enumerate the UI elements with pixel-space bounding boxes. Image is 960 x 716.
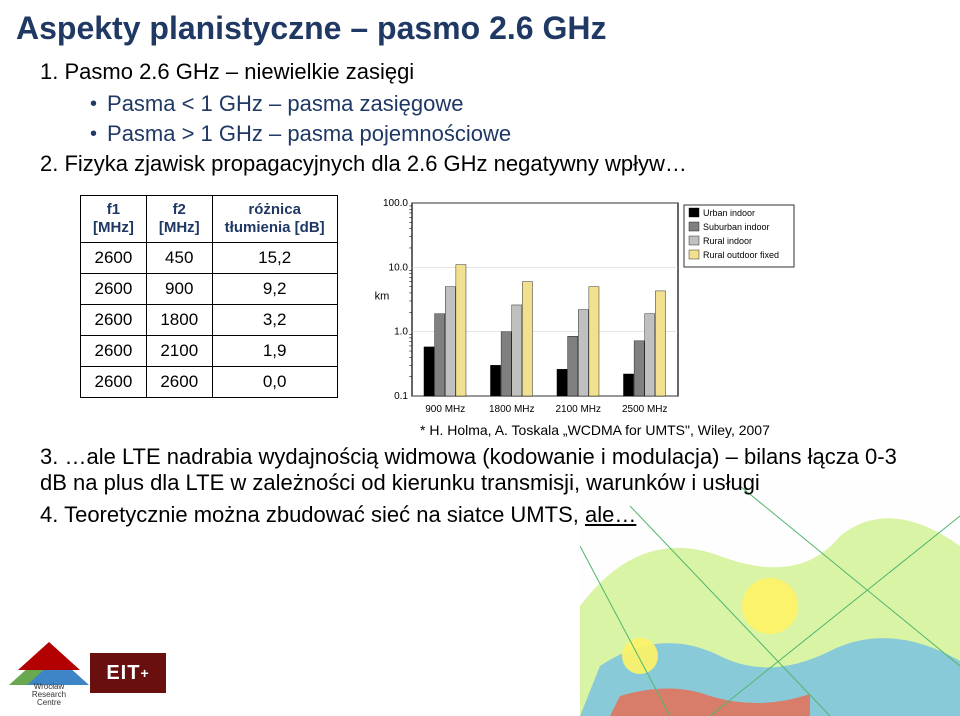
svg-text:900 MHz: 900 MHz: [425, 404, 465, 415]
svg-text:2100 MHz: 2100 MHz: [555, 404, 601, 415]
wrc-logo: Wrocław Research Centre: [18, 642, 80, 704]
table-cell: 450: [146, 243, 212, 274]
sub-bullet-1: • Pasma < 1 GHz – pasma zasięgowe: [90, 91, 900, 117]
wrc-text: Wrocław Research Centre: [18, 683, 80, 707]
table-cell: 1,9: [212, 336, 337, 367]
svg-text:2500 MHz: 2500 MHz: [622, 404, 668, 415]
bullet-dot: •: [90, 91, 97, 117]
table-row: 260045015,2: [81, 243, 338, 274]
bullet-dot: •: [90, 121, 97, 147]
sub-text: Pasma < 1 GHz – pasma zasięgowe: [107, 91, 463, 117]
col-header-diff: różnica tłumienia [dB]: [212, 196, 337, 243]
content-area: 1. Pasmo 2.6 GHz – niewielkie zasięgi • …: [0, 59, 960, 528]
attenuation-table: f1 [MHz] f2 [MHz] różnica tłumienia [dB]…: [80, 195, 338, 398]
item-number: 4.: [40, 502, 58, 527]
table-row: 260021001,9: [81, 336, 338, 367]
table-cell: 2600: [81, 336, 147, 367]
svg-text:100.0: 100.0: [383, 198, 408, 209]
svg-text:1800 MHz: 1800 MHz: [489, 404, 535, 415]
sub-text: Pasma > 1 GHz – pasma pojemnościowe: [107, 121, 511, 147]
list-item-4: 4. Teoretycznie można zbudować sieć na s…: [40, 502, 900, 528]
svg-text:1.0: 1.0: [394, 327, 408, 338]
item-text: Teoretycznie można zbudować sieć na siat…: [64, 502, 585, 527]
table-cell: 2100: [146, 336, 212, 367]
table-cell: 900: [146, 274, 212, 305]
svg-text:km: km: [374, 291, 389, 303]
svg-text:0.1: 0.1: [394, 391, 408, 402]
svg-text:Suburban indoor: Suburban indoor: [703, 222, 770, 232]
table-row: 260018003,2: [81, 305, 338, 336]
table-cell: 2600: [81, 305, 147, 336]
table-cell: 15,2: [212, 243, 337, 274]
svg-text:Rural outdoor fixed: Rural outdoor fixed: [703, 250, 779, 260]
svg-text:Rural indoor: Rural indoor: [703, 236, 752, 246]
svg-text:10.0: 10.0: [388, 262, 408, 273]
slide-title: Aspekty planistyczne – pasmo 2.6 GHz: [0, 0, 960, 59]
col-header-f2: f2 [MHz]: [146, 196, 212, 243]
table-cell: 1800: [146, 305, 212, 336]
list-item-3: 3. …ale LTE nadrabia wydajnością widmowa…: [40, 444, 900, 496]
table-cell: 0,0: [212, 367, 337, 398]
footer-logos: Wrocław Research Centre EIT+: [18, 642, 166, 704]
eit-text: EIT: [106, 662, 140, 685]
table-cell: 3,2: [212, 305, 337, 336]
table-chart-row: f1 [MHz] f2 [MHz] różnica tłumienia [dB]…: [80, 195, 900, 420]
table-cell: 2600: [81, 274, 147, 305]
svg-text:Urban indoor: Urban indoor: [703, 208, 755, 218]
table-cell: 2600: [146, 367, 212, 398]
table-row: 260026000,0: [81, 367, 338, 398]
item-text-underline: ale…: [585, 502, 636, 527]
eit-plus: +: [140, 665, 149, 681]
item-number: 3.: [40, 444, 58, 469]
item-number: 2.: [40, 151, 58, 176]
chart-credit: * H. Holma, A. Toskala „WCDMA for UMTS",…: [420, 422, 900, 438]
sub-bullet-2: • Pasma > 1 GHz – pasma pojemnościowe: [90, 121, 900, 147]
table-cell: 9,2: [212, 274, 337, 305]
col-header-f1: f1 [MHz]: [81, 196, 147, 243]
item-text: Fizyka zjawisk propagacyjnych dla 2.6 GH…: [64, 151, 686, 176]
range-chart: 100.0 10.0 1.0 0.1 km 900 MHz 1800 MHz 2100 MHz…: [368, 195, 798, 420]
list-item-1: 1. Pasmo 2.6 GHz – niewielkie zasięgi: [40, 59, 900, 85]
list-item-2: 2. Fizyka zjawisk propagacyjnych dla 2.6…: [40, 151, 900, 177]
item-text: …ale LTE nadrabia wydajnością widmowa (k…: [40, 444, 897, 495]
table-cell: 2600: [81, 243, 147, 274]
table-cell: 2600: [81, 367, 147, 398]
eit-logo: EIT+: [90, 653, 166, 693]
item-number: 1.: [40, 59, 58, 84]
table-row: 26009009,2: [81, 274, 338, 305]
item-text: Pasmo 2.6 GHz – niewielkie zasięgi: [64, 59, 414, 84]
